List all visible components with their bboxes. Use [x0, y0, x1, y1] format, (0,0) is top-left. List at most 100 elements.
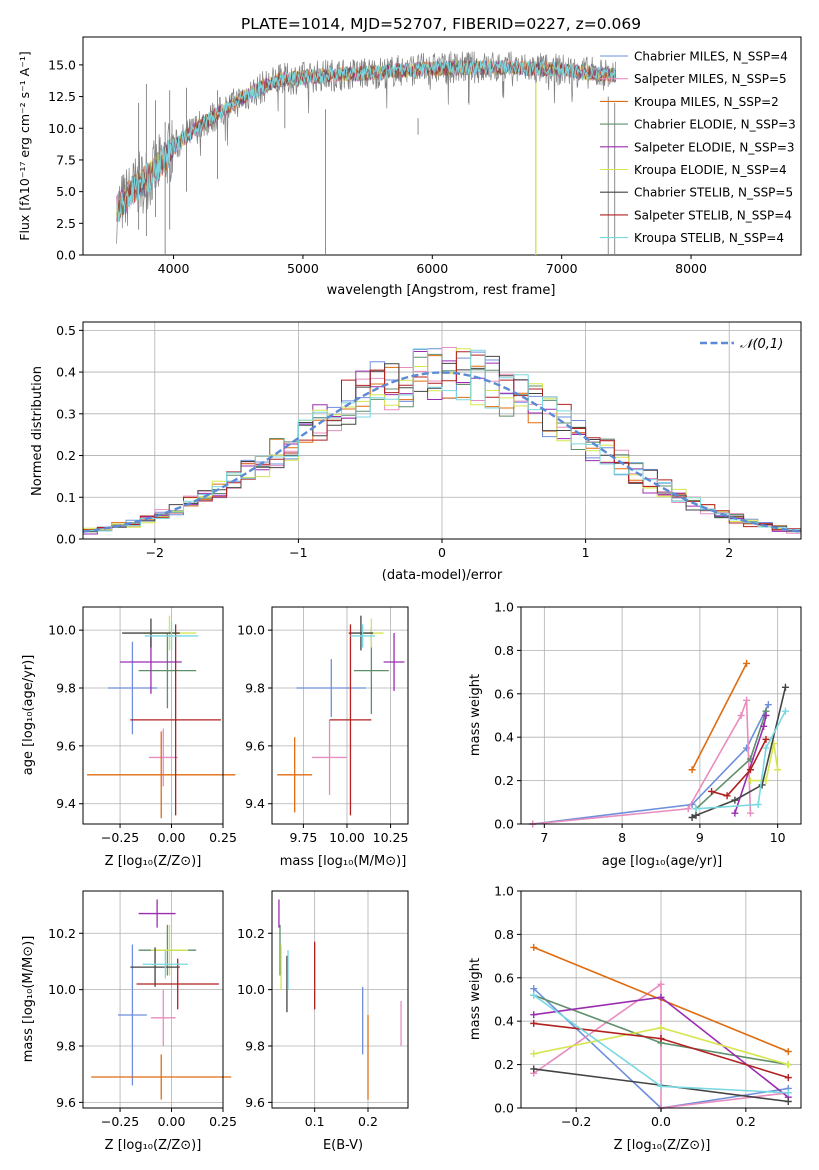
- axes-background: [83, 891, 223, 1108]
- y-tick-label: 9.8: [56, 1039, 76, 1054]
- mass-weight-line: [532, 704, 770, 825]
- legend-label: Kroupa STELIB, N_SSP=4: [634, 231, 784, 245]
- x-tick-label: 7: [540, 830, 548, 845]
- axes-background: [83, 607, 223, 824]
- x-tick-label: 0.2: [736, 1114, 756, 1129]
- y-tick-label: 9.8: [56, 681, 76, 696]
- mass-vs-age-panel: mass [log₁₀(M/M⊙)] 9.75 10.00 10.25 9.4 9.6 9…: [237, 606, 409, 869]
- x-tick-label: 9: [696, 830, 704, 845]
- z-vs-age-x-axis-label: Z [log₁₀(Z/Z⊙)]: [105, 854, 202, 869]
- mass-weight-marker: [784, 1061, 792, 1069]
- x-tick-label: 0.25: [209, 830, 237, 845]
- y-tick-label: 0.2: [494, 1057, 514, 1072]
- legend-label: Chabrier MILES, N_SSP=4: [634, 50, 788, 64]
- x-tick-label: 8000: [675, 261, 707, 276]
- mass-weight-marker: [530, 985, 538, 993]
- mass-weight-marker: [746, 766, 754, 774]
- y-tick-label: 0.5: [56, 323, 76, 338]
- mass-weight-marker: [754, 800, 762, 808]
- mass-weight-marker: [784, 1097, 792, 1105]
- mass-weight-marker: [530, 1011, 538, 1019]
- y-tick-label: 0.0: [494, 817, 514, 832]
- mass-weight-marker: [530, 991, 538, 999]
- z-vs-mass-y-axis-label: mass [log₁₀(M/M⊙)]: [21, 936, 36, 1063]
- y-tick-label: 0.2: [56, 448, 76, 463]
- mass-weight-marker: [762, 744, 770, 752]
- z-vs-mass-panel: Z [log₁₀(Z/Z⊙)] mass [log₁₀(M/M⊙)] −0.25…: [21, 890, 237, 1153]
- y-tick-label: 10.2: [48, 926, 76, 941]
- histogram-ticks: −2 −1 0 1 2 0.0 0.1 0.2 0.3 0.4 0.5: [56, 323, 733, 560]
- mass-weight-marker: [657, 980, 665, 988]
- x-tick-label: −0.2: [561, 1114, 591, 1129]
- y-tick-label: 1.0: [494, 884, 514, 899]
- z-mass-weight-y-axis-label: mass weight: [468, 958, 483, 1040]
- y-tick-label: 12.5: [48, 89, 76, 104]
- mass-weight-marker: [737, 712, 745, 719]
- x-tick-label: 0.00: [158, 1114, 186, 1129]
- y-tick-label: 9.8: [245, 681, 265, 696]
- y-tick-label: 9.6: [56, 738, 76, 753]
- spectrum-panel: PLATE=1014, MJD=52707, FIBERID=0227, z=0…: [17, 15, 802, 298]
- mass-weight-marker: [657, 1082, 665, 1090]
- y-tick-label: 0.2: [494, 773, 514, 788]
- mass-weight-marker: [743, 696, 751, 704]
- legend-label: Salpeter MILES, N_SSP=5: [634, 72, 787, 86]
- axes-background: [521, 607, 801, 824]
- y-tick-label: 0.6: [494, 686, 514, 701]
- mass-weight-marker: [688, 813, 696, 821]
- legend-label: Salpeter STELIB, N_SSP=4: [634, 208, 792, 222]
- x-tick-label: −2: [146, 545, 164, 560]
- x-tick-label: 0.2: [358, 1114, 378, 1129]
- x-tick-label: 0.00: [158, 830, 186, 845]
- residual-histogram-panel: −2 −1 0 1 2 0.0 0.1 0.2 0.3 0.4 0.5 (data-model)/e…: [30, 321, 802, 583]
- x-tick-label: 0.0: [651, 1114, 671, 1129]
- y-tick-label: 0.4: [56, 365, 76, 380]
- z-vs-age-y-axis-label: age [log₁₀(age/yr)]: [21, 655, 36, 776]
- mass-weight-marker: [784, 1089, 792, 1097]
- legend-label: Chabrier STELIB, N_SSP=5: [634, 186, 793, 200]
- y-tick-label: 10.0: [48, 623, 76, 638]
- x-tick-label: 9.75: [289, 830, 317, 845]
- y-tick-label: 0.3: [56, 406, 76, 421]
- x-tick-label: 10: [770, 830, 786, 845]
- mass-weight-marker: [723, 792, 731, 800]
- y-tick-label: 5.0: [56, 184, 76, 199]
- x-tick-label: 6000: [416, 261, 448, 276]
- x-tick-label: −1: [289, 545, 307, 560]
- y-tick-label: 9.4: [56, 796, 76, 811]
- spectrum-x-axis-label: wavelength [Angstrom, rest frame]: [327, 283, 556, 298]
- y-tick-label: 0.8: [494, 927, 514, 942]
- z-vs-age-panel: Z [log₁₀(Z/Z⊙)] age [log₁₀(age/yr)] −0.2…: [21, 606, 237, 869]
- mass-weight-marker: [760, 722, 768, 730]
- y-tick-label: 10.0: [48, 121, 76, 136]
- age-mass-weight-panel: age [log₁₀(age/yr)] mass weight 7 8 9 10 0.0…: [468, 600, 802, 869]
- mass-weight-marker: [692, 805, 700, 813]
- y-tick-label: 0.6: [494, 970, 514, 985]
- mass-weight-marker: [764, 701, 772, 709]
- axes-border: [82, 890, 224, 1109]
- x-tick-label: 5000: [287, 261, 319, 276]
- y-tick-label: 9.4: [245, 796, 265, 811]
- mass-vs-age-x-axis-label: mass [log₁₀(M/M⊙)]: [280, 854, 407, 869]
- y-tick-label: 10.0: [48, 982, 76, 997]
- mass-weight-marker: [530, 1050, 538, 1058]
- model-spectrum-line: [116, 59, 617, 222]
- mass-weight-line: [695, 710, 787, 810]
- mass-weight-marker: [781, 707, 789, 715]
- mass-weight-marker: [746, 809, 754, 817]
- y-tick-label: 0.1: [56, 490, 76, 505]
- mass-weight-marker: [781, 683, 789, 691]
- histogram-legend: 𝒩(0,1): [700, 337, 783, 352]
- spectrum-y-axis-label: Flux [fλ10⁻¹⁷ erg cm⁻² s⁻¹ A⁻¹]: [17, 51, 32, 240]
- y-tick-label: 0.8: [494, 643, 514, 658]
- y-tick-label: 15.0: [48, 57, 76, 72]
- axes-border: [82, 606, 224, 825]
- mass-weight-marker: [530, 1019, 538, 1027]
- histogram-y-axis-label: Normed distribution: [30, 366, 45, 496]
- normal-curve-legend-label: 𝒩(0,1): [740, 337, 783, 352]
- x-tick-label: 8: [618, 830, 626, 845]
- mass-weight-marker: [731, 796, 739, 804]
- mass-weight-marker: [758, 781, 766, 789]
- y-tick-label: 10.0: [237, 623, 265, 638]
